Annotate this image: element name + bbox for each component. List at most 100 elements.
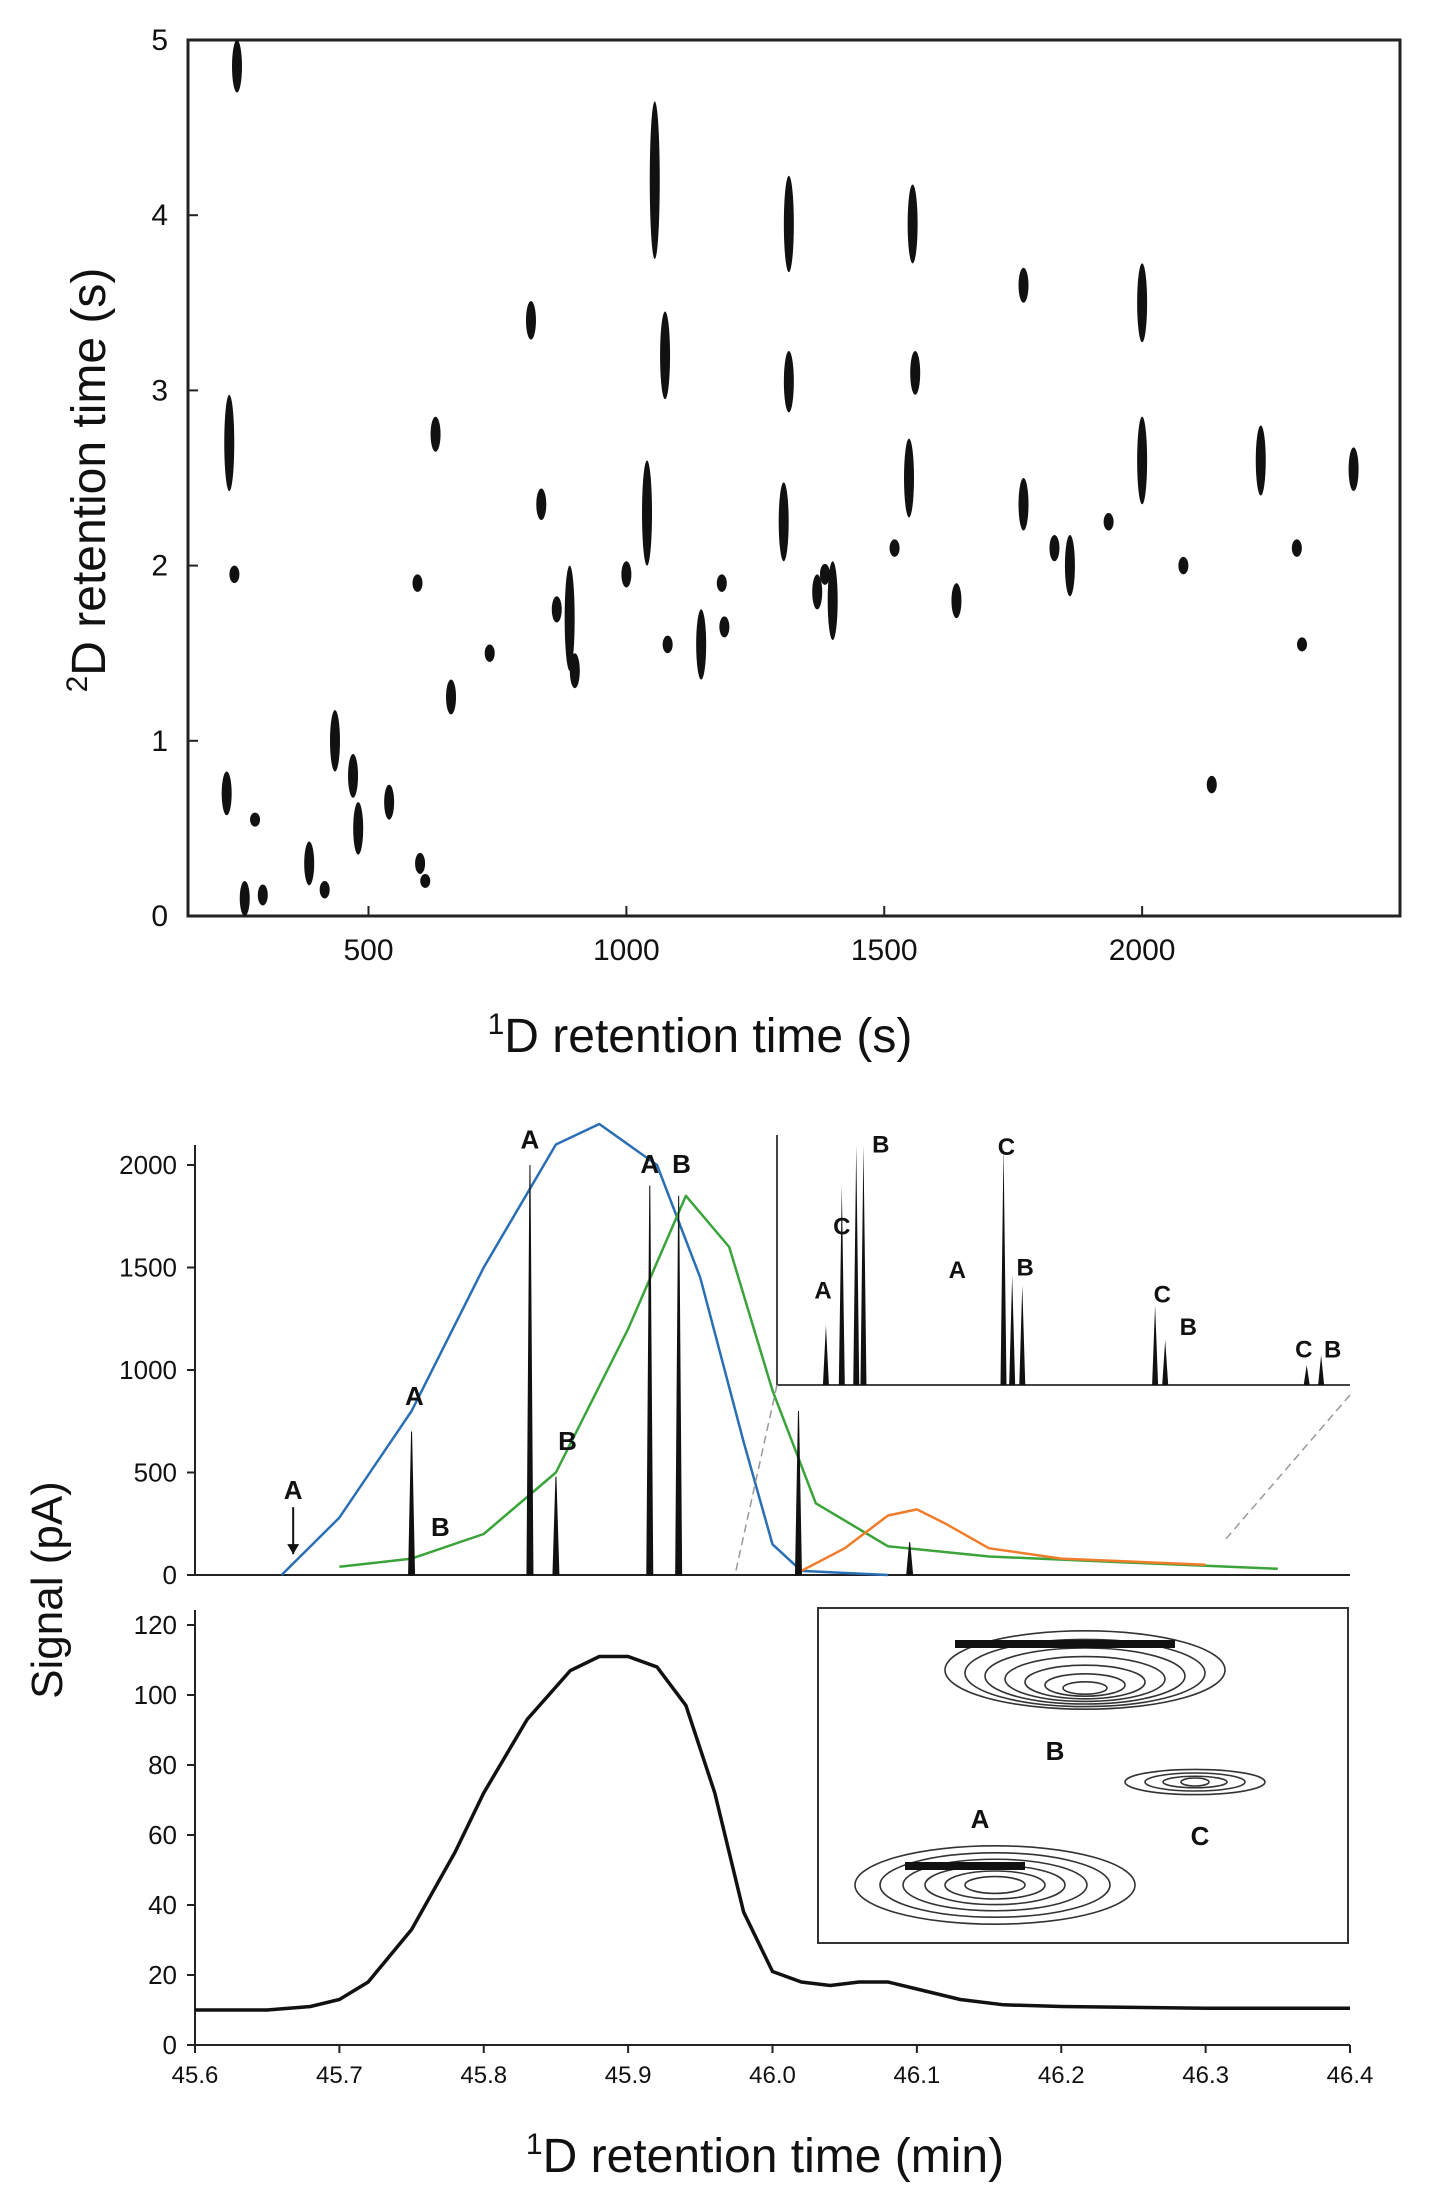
y-tick-label: 40 <box>148 1890 177 1920</box>
zoom-guide-left <box>734 1384 778 1576</box>
contour-spot <box>412 574 423 592</box>
contour-spot <box>1291 539 1302 557</box>
y-tick-label: 3 <box>151 374 168 407</box>
inset-peak-label: C <box>998 1134 1015 1161</box>
signal-axis-title: Signal (pA) <box>23 1481 72 1699</box>
modulated-envelopes <box>280 1122 1278 1577</box>
x-tick-label: 1000 <box>593 934 660 967</box>
x-tick-label: 46.4 <box>1327 2062 1374 2089</box>
y-tick-label: 120 <box>134 1610 177 1640</box>
envelope-curve <box>280 1122 889 1577</box>
contour-spot <box>430 416 441 452</box>
y-tick-label: 0 <box>163 2030 177 2060</box>
contour-spot <box>621 561 632 588</box>
contour-ring <box>964 1638 1206 1708</box>
contour-y-ticks: 0 1 2 3 4 5 <box>151 24 198 933</box>
y-tick-label: 100 <box>134 1680 177 1710</box>
contour-spot <box>1348 447 1359 492</box>
contour-spot <box>696 609 707 680</box>
x-tick-label: 500 <box>343 934 393 967</box>
y-tick-label: 500 <box>134 1458 177 1488</box>
inset-peak <box>860 1145 867 1385</box>
contour-spot <box>889 539 900 557</box>
modulated-peak <box>552 1476 560 1576</box>
contour-spot <box>778 482 789 562</box>
contour-spot <box>719 616 730 638</box>
contour-spot <box>551 596 562 623</box>
inset-peak-label: C <box>1295 1337 1312 1364</box>
contour-inset-blobs <box>854 1630 1266 1926</box>
contour-ring <box>1062 1681 1108 1695</box>
contour-spot <box>348 753 359 798</box>
contour-x-axis-title: 1D retention time (s) <box>488 1008 913 1063</box>
envelope-curve <box>339 1194 1278 1571</box>
contour-ring <box>964 1875 1026 1895</box>
y-tick-label: 1 <box>151 725 168 758</box>
y-tick-label: 1000 <box>119 1355 177 1385</box>
y-tick-label: 5 <box>151 24 168 57</box>
y-tick-label: 80 <box>148 1750 177 1780</box>
contour-ring <box>1124 1768 1266 1796</box>
contour-inset-frame <box>817 1607 1349 1944</box>
contour-cap <box>905 1862 1025 1870</box>
trace-y-ticks: 0 20 40 60 80 100 120 <box>134 1610 195 2060</box>
contour-ring <box>1144 1772 1246 1792</box>
x-tick-label: 45.9 <box>605 2062 652 2089</box>
peak-arrowhead <box>287 1544 300 1555</box>
contour-spot <box>1178 556 1189 575</box>
inset-peak <box>1019 1285 1026 1385</box>
inset-peak-label: A <box>949 1257 966 1284</box>
x-tick-label: 46.3 <box>1182 2062 1229 2089</box>
inset-peak <box>1009 1275 1016 1385</box>
contour-spot <box>1018 478 1029 531</box>
inset-peak <box>838 1185 845 1385</box>
contour-plot-frame <box>186 38 1402 918</box>
inset-peak-label: B <box>872 1132 889 1159</box>
contour-ring <box>944 1870 1046 1900</box>
inset-peak <box>1303 1365 1310 1385</box>
y-tick-label: 2000 <box>119 1150 177 1180</box>
x-tick-label: 45.6 <box>172 2062 219 2089</box>
contour-spots <box>221 40 1359 916</box>
contour-spot <box>304 841 315 886</box>
modulated-y-ticks: 0 500 1000 1500 2000 <box>119 1150 195 1590</box>
inset-peak <box>853 1145 860 1385</box>
inset-peak <box>1318 1355 1325 1385</box>
contour-spot <box>1049 534 1060 562</box>
inset-peak-label: B <box>1016 1255 1033 1282</box>
modulated-peak <box>526 1164 534 1576</box>
y-tick-label: 1500 <box>119 1253 177 1283</box>
x-tick-label: 46.0 <box>749 2062 796 2089</box>
y-tick-label: 2 <box>151 550 168 583</box>
contour-inset-label-b: B <box>1046 1736 1065 1766</box>
y-tick-label: 60 <box>148 1820 177 1850</box>
contour-ring <box>902 1858 1088 1912</box>
contour-spot <box>1297 637 1308 652</box>
contour-ring <box>1180 1777 1210 1787</box>
contour-inset-label-a: A <box>971 1804 990 1834</box>
contour-ring <box>1004 1655 1166 1703</box>
contour-spot <box>1255 425 1266 496</box>
contour-spot <box>1064 534 1075 597</box>
y-tick-label: 0 <box>163 1560 177 1590</box>
inset-peak <box>822 1325 829 1385</box>
contour-spot <box>536 488 547 521</box>
contour-spot <box>231 40 242 93</box>
contour-spot <box>446 679 457 715</box>
modulated-peak <box>408 1431 416 1576</box>
contour-spot <box>716 574 727 592</box>
peak-label: B <box>672 1149 691 1179</box>
contour-spot <box>484 644 495 662</box>
peak-label: A <box>521 1125 540 1155</box>
modulated-peak <box>675 1195 683 1576</box>
contour-plot-panel: 500 1000 1500 2000 0 1 2 3 4 5 1D retention time… <box>61 24 1402 1063</box>
contour-ring <box>879 1852 1111 1919</box>
contour-spot <box>783 350 794 413</box>
inset-peak <box>1152 1305 1159 1385</box>
contour-ring <box>1162 1775 1228 1789</box>
contour-spot <box>250 812 261 827</box>
contour-ring <box>944 1630 1226 1711</box>
contour-ring <box>854 1845 1136 1926</box>
